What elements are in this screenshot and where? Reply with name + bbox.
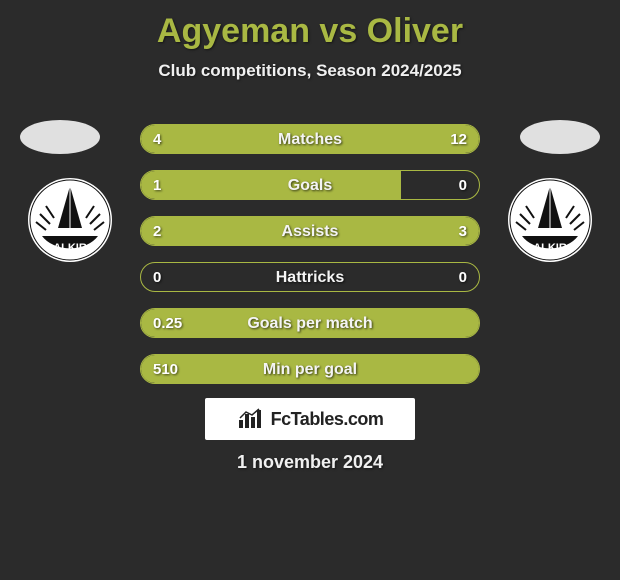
page-title: Agyeman vs Oliver [0, 0, 620, 51]
stat-label: Min per goal [141, 355, 479, 384]
stat-row: 412Matches [140, 124, 480, 154]
stat-row: 0.25Goals per match [140, 308, 480, 338]
date-text: 1 november 2024 [0, 452, 620, 473]
player-left-avatar-placeholder [20, 120, 100, 154]
subtitle: Club competitions, Season 2024/2025 [0, 51, 620, 81]
badge-text-left: ALKIR [53, 242, 87, 254]
stat-row: 00Hattricks [140, 262, 480, 292]
club-badge-left: ALKIR [20, 178, 120, 263]
stat-row: 23Assists [140, 216, 480, 246]
stat-label: Goals [141, 171, 479, 200]
stats-bars: 412Matches 10Goals 23Assists 00Hattricks 0.2… [140, 124, 480, 400]
club-badge-right: ALKIR [500, 178, 600, 263]
stat-label: Assists [141, 217, 479, 246]
stat-label: Matches [141, 125, 479, 154]
brand-chart-icon [237, 408, 265, 430]
brand-box: FcTables.com [205, 398, 415, 440]
stat-row: 10Goals [140, 170, 480, 200]
brand-text: FcTables.com [271, 409, 384, 430]
stat-row: 510Min per goal [140, 354, 480, 384]
stat-label: Goals per match [141, 309, 479, 338]
badge-text-right: ALKIR [533, 242, 567, 254]
stat-label: Hattricks [141, 263, 479, 292]
player-right-avatar-placeholder [520, 120, 600, 154]
